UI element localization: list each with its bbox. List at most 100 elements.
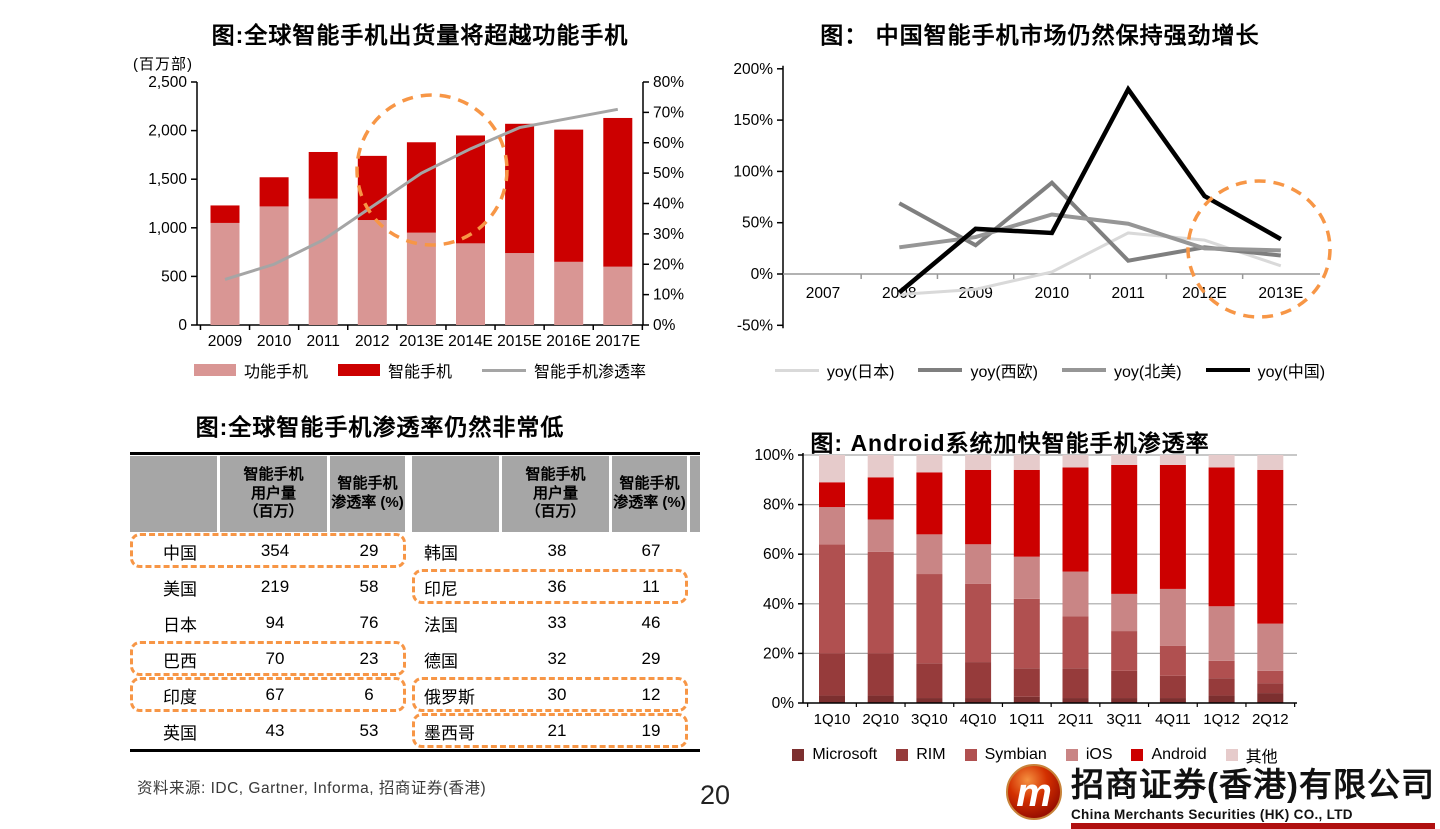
legend-label: RIM xyxy=(916,746,946,763)
table-row-right-group: 印尼 36 11 xyxy=(412,569,690,605)
bar-其他-2Q12 xyxy=(1257,455,1284,470)
table-cell-value: 11 xyxy=(642,577,660,596)
table-cell-value: 12 xyxy=(641,685,661,704)
axis-label: 0% xyxy=(772,695,795,712)
legend-item-Symbian: Symbian xyxy=(964,746,1047,764)
axis-label: 150% xyxy=(733,112,773,129)
bar-RIM-3Q11 xyxy=(1111,670,1138,699)
chart2-legend: yoy(日本) yoy(西欧) yoy(北美) yoy(中国) xyxy=(720,358,1380,382)
axis-label: 40% xyxy=(763,596,794,613)
legend-swatch-yoy(西欧) xyxy=(918,368,963,372)
bar-Microsoft-3Q10 xyxy=(916,698,943,703)
axis-label: 2017E xyxy=(595,333,640,350)
axis-label: 60% xyxy=(763,546,794,563)
axis-label: 30% xyxy=(653,226,684,243)
axis-label: 80% xyxy=(763,497,794,514)
axis-label: 80% xyxy=(653,74,684,91)
axis-label: 2015E xyxy=(497,333,542,350)
table-cell-country: 印尼 xyxy=(424,579,458,599)
axis-label: 40% xyxy=(653,196,684,213)
axis-label: 2Q11 xyxy=(1058,711,1094,728)
bar-Symbian-1Q11 xyxy=(1013,598,1040,669)
axis-label: 100% xyxy=(754,447,794,464)
bar-Microsoft-2Q12 xyxy=(1257,693,1284,703)
table-cell-value: 94 xyxy=(265,613,285,632)
bar-iOS-4Q11 xyxy=(1159,588,1186,646)
legend-swatch-智能手机 xyxy=(337,364,380,376)
table-cell-value: 36 xyxy=(547,577,567,596)
bar-Symbian-3Q10 xyxy=(916,574,943,664)
axis-label: 2,000 xyxy=(148,123,187,140)
axis-label: 0 xyxy=(178,317,187,334)
table-cell-country: 墨西哥 xyxy=(424,723,475,743)
bar-iOS-3Q10 xyxy=(916,534,943,575)
logo-underline xyxy=(1071,823,1435,829)
table-cell-value: 6 xyxy=(364,685,374,704)
table-row-left-group: 日本 94 76 xyxy=(130,605,408,641)
bar-其他-1Q12 xyxy=(1208,455,1235,468)
bar-Microsoft-4Q10 xyxy=(965,698,992,703)
bar-Symbian-4Q11 xyxy=(1159,645,1186,676)
axis-label: 2013E xyxy=(1258,285,1303,302)
legend-item-其他: 其他 xyxy=(1225,743,1278,767)
bar-iOS-2Q10 xyxy=(867,519,894,552)
axis-label: 1Q11 xyxy=(1009,711,1045,728)
legend-item-yoy(北美): yoy(北美) xyxy=(1062,358,1182,382)
table-cell-value: 67 xyxy=(641,541,661,560)
table-cell-value: 30 xyxy=(547,685,567,704)
table-cell-value: 21 xyxy=(547,721,567,740)
axis-label: 2016E xyxy=(546,333,591,350)
axis-label: 2Q12 xyxy=(1252,711,1289,728)
legend-label: 智能手机 xyxy=(387,364,452,381)
bar-智能手机-2010 xyxy=(259,177,289,207)
table-cell-country: 巴西 xyxy=(163,651,197,671)
bar-RIM-1Q12 xyxy=(1208,678,1235,696)
table-cell-country: 韩国 xyxy=(424,543,458,563)
table-top-rule xyxy=(130,452,700,455)
bar-Microsoft-2Q11 xyxy=(1062,698,1089,703)
table-cell-value: 38 xyxy=(547,541,567,560)
table-cell-value: 219 xyxy=(260,577,290,596)
logo-company-name-en: China Merchants Securities (HK) CO., LTD xyxy=(1071,807,1353,822)
legend-item-yoy(西欧): yoy(西欧) xyxy=(918,358,1038,382)
legend-label: yoy(西欧) xyxy=(970,364,1038,381)
bar-Symbian-1Q10 xyxy=(819,544,845,654)
axis-label: -50% xyxy=(737,317,773,334)
table-row: 日本 94 76 法国 33 46 xyxy=(130,605,700,641)
bar-RIM-4Q11 xyxy=(1159,675,1186,699)
legend-label: 功能手机 xyxy=(243,364,308,381)
legend-item-yoy(日本): yoy(日本) xyxy=(774,358,894,382)
bar-功能手机-2016E xyxy=(554,261,584,325)
table-cell-value: 46 xyxy=(641,613,661,632)
table-header-cell: 智能手机 用户量 （百万） xyxy=(220,456,330,532)
bar-Symbian-1Q12 xyxy=(1208,660,1235,679)
table-cell-value: 19 xyxy=(641,721,661,740)
bar-Android-3Q10 xyxy=(916,472,943,535)
table-row-left-group: 巴西 70 23 xyxy=(130,641,408,677)
table-cell-value: 53 xyxy=(359,721,379,740)
bar-智能手机-2011 xyxy=(308,151,338,199)
bar-其他-2Q10 xyxy=(867,455,894,478)
axis-label: 3Q11 xyxy=(1106,711,1142,728)
table-cell-value: 33 xyxy=(547,613,567,632)
legend-label: yoy(北美) xyxy=(1114,364,1182,381)
axis-label: 2009 xyxy=(208,333,242,350)
bar-Microsoft-2Q10 xyxy=(867,695,894,703)
axis-label: 50% xyxy=(742,215,773,232)
axis-label: 1,000 xyxy=(148,220,187,237)
chart1-legend: 功能手机 智能手机 智能手机渗透率 xyxy=(130,358,710,382)
table-cell-value: 29 xyxy=(641,649,661,668)
axis-label: 3Q10 xyxy=(911,711,948,728)
table-row-left-group: 英国 43 53 xyxy=(130,713,408,749)
chart2-title: 图： 中国智能手机市场仍然保持强劲增长 xyxy=(820,22,1260,48)
legend-swatch-功能手机 xyxy=(193,364,236,376)
axis-label: 2013E xyxy=(399,333,444,350)
bar-功能手机-2009 xyxy=(210,222,240,325)
bar-RIM-3Q10 xyxy=(916,663,943,699)
bar-RIM-2Q11 xyxy=(1062,668,1089,699)
legend-label: iOS xyxy=(1085,746,1113,763)
bar-iOS-2Q12 xyxy=(1257,623,1284,671)
chart4-title: 图: Android系统加快智能手机渗透率 xyxy=(810,430,1210,456)
logo-mark-icon: m xyxy=(1006,764,1062,820)
table-header-cell: 智能手机 用户量 （百万） xyxy=(502,456,612,532)
